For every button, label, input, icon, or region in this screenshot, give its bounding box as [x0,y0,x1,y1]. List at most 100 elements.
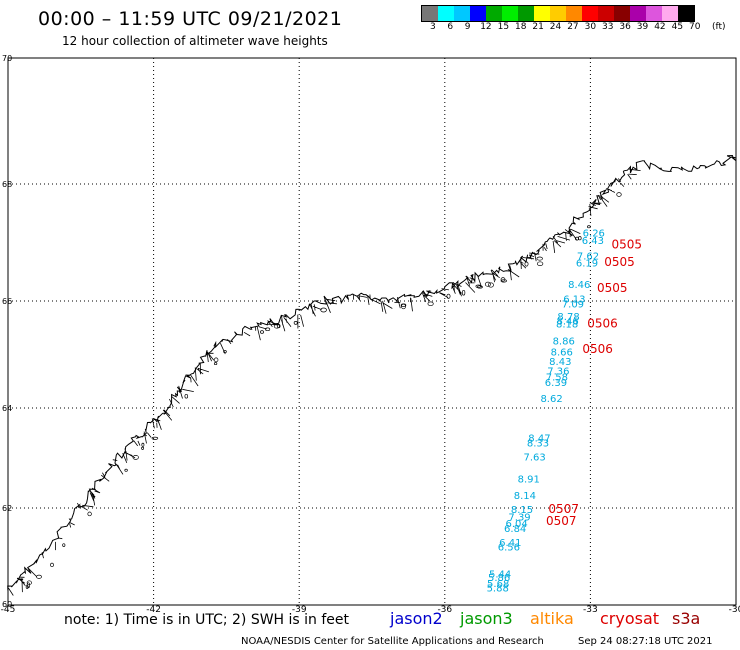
legend-swatch [422,6,438,21]
lat-tick-label: 66 [2,297,12,306]
coastal-island [87,511,92,517]
swh-value: 5.68 [487,579,509,590]
swh-value: 7.09 [562,300,584,311]
swh-value: 8.47 [528,434,550,445]
coastal-island [273,323,280,329]
coastal-island [293,321,298,325]
coastal-island [427,301,434,307]
coastal-island [213,357,219,363]
swh-value: 6.13 [563,295,585,306]
legend-swatch [550,6,566,21]
swh-value: 8.91 [518,475,540,486]
map-frame [7,57,737,606]
coastal-island [260,330,264,334]
satellite-label: cryosat [600,609,660,628]
coastal-island [400,303,407,307]
legend-unit: (ft) [712,22,726,32]
credit-line: NOAA/NESDIS Center for Satellite Applica… [241,636,544,647]
lon-tick-label: -39 [292,605,307,615]
legend-swatch [534,6,550,21]
page-subtitle: 12 hour collection of altimeter wave hei… [62,34,328,48]
swh-value: 7.39 [508,513,530,524]
legend-swatch [582,6,598,21]
legend-swatch [614,6,630,21]
swh-values: 6.266.437.626.198.466.137.098.788.468.18… [487,229,605,595]
page-title: 00:00 – 11:59 UTC 09/21/2021 [38,8,343,30]
satellite-label: s3a [672,609,701,628]
legend-swatch [502,6,518,21]
lon-tick-label: -36 [437,605,452,615]
satellite-label: jason2 [390,609,443,628]
coastal-island [587,225,591,229]
legend-tick-label: 36 [619,22,631,32]
time-value: 0506 [582,342,613,356]
coastal-island [50,562,54,568]
coastal-island [524,261,529,267]
coastal-island [536,261,544,266]
lat-tick-label: 68 [2,180,12,189]
coastal-island [461,289,466,296]
legend-swatch [566,6,582,21]
swh-value: 6.39 [545,378,567,389]
coastal-island [475,284,482,288]
coastal-island [476,285,483,289]
satellite-label: jason3 [460,609,513,628]
legend-tick-label: 39 [636,22,649,32]
swh-value: 7.63 [523,453,545,464]
lat-tick-label: 70 [2,54,12,63]
legend-tick-label: 45 [671,22,684,32]
coastal-island [213,362,218,366]
swh-value: 8.46 [556,316,578,327]
coastal-island [223,350,227,354]
legend-tick-label: 3 [430,22,436,32]
swh-value: 6.84 [504,524,526,535]
legend-tick-label: 6 [447,22,454,32]
coastal-island [151,436,159,440]
legend-tick-label: 33 [602,22,614,32]
axis-labels: -45 -42 -39 -36 -33 -30 70 68 66 64 62 60 [1,54,740,615]
legend-tick-label: 24 [549,22,562,32]
legend-tick-label: 9 [464,22,471,32]
coastal-island [500,279,507,283]
lon-tick-label: -30 [729,605,740,615]
coastal-island [36,574,42,579]
lon-tick-label: -33 [583,605,598,615]
coastal-island [124,468,128,472]
time-value: 0505 [612,238,643,252]
legend-tick-label: 12 [480,22,492,32]
coastal-island [26,582,31,588]
coastal-island [132,455,139,460]
legend-swatch [518,6,534,21]
time-value: 0507 [548,502,579,516]
coastal-island [616,192,622,197]
legend-swatch [486,6,502,21]
coastal-island [320,307,327,313]
legend-tick-label: 15 [497,22,510,32]
legend-swatch [454,6,470,21]
legend-swatch [662,6,678,21]
graticule [8,58,736,605]
legend-tick-label: 27 [567,22,579,32]
generation-timestamp: Sep 24 08:27:18 UTC 2021 [578,636,713,647]
lon-tick-label: -45 [1,605,16,615]
coastline-path [7,154,737,591]
swh-value: 5.88 [487,584,509,595]
swh-value: 7.62 [577,251,599,262]
legend-tick-label: 42 [654,22,666,32]
swh-value: 6.04 [505,519,527,530]
swh-value: 8.78 [557,312,579,323]
swh-value: 8.66 [551,347,573,358]
legend-tick-label: 30 [584,22,597,32]
swh-value: 7.58 [546,372,568,383]
coastal-island [141,446,145,450]
swh-value: 5.86 [488,573,510,584]
swh-value: 8.18 [556,319,578,330]
swh-value: 6.43 [582,236,604,247]
time-value: 0505 [604,255,635,269]
time-value: 0505 [597,281,628,295]
swh-value: 8.14 [514,491,536,502]
coastal-island [26,580,32,585]
greenland-coastline [7,154,737,596]
